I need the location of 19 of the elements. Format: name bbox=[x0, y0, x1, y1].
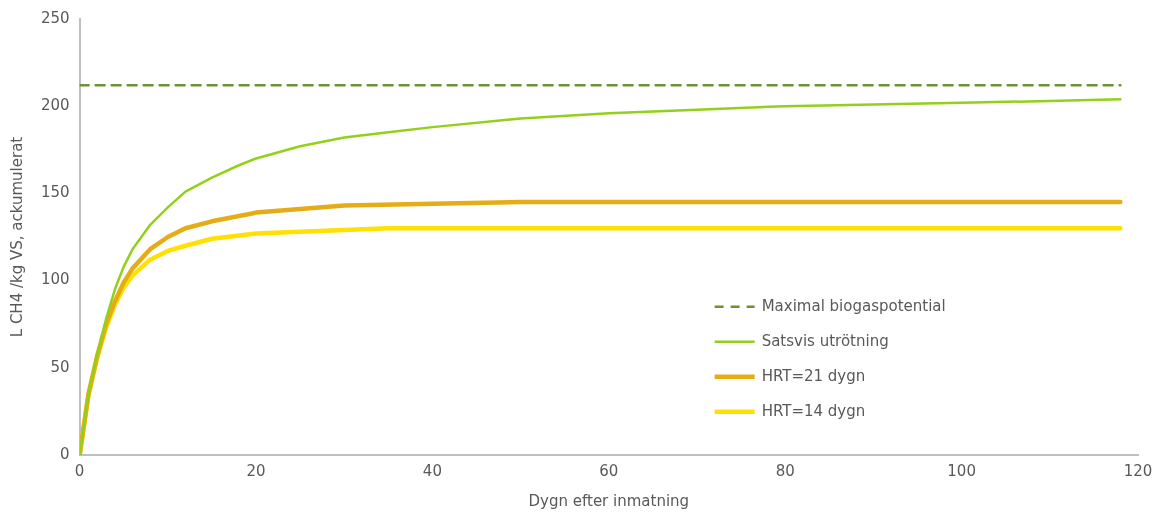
x-tick-label: 20 bbox=[246, 461, 266, 480]
y-tick-label: 200 bbox=[40, 96, 70, 115]
legend-label: Satsvis utrötning bbox=[761, 331, 889, 350]
x-tick-label: 0 bbox=[74, 461, 85, 480]
x-tick-label: 120 bbox=[1123, 461, 1153, 480]
x-tick-label: 40 bbox=[422, 461, 442, 480]
y-tick-label: 50 bbox=[50, 357, 70, 376]
x-tick-label: 100 bbox=[947, 461, 976, 480]
x-tick-label: 80 bbox=[775, 461, 795, 480]
legend-label: HRT=14 dygn bbox=[761, 401, 866, 420]
y-tick-label: 150 bbox=[40, 183, 70, 202]
y-axis-title: L CH4 /kg VS, ackumulerat bbox=[7, 136, 26, 338]
legend-label: Maximal biogaspotential bbox=[761, 296, 946, 315]
x-tick-label: 60 bbox=[599, 461, 619, 480]
x-axis-title: Dygn efter inmatning bbox=[528, 491, 690, 510]
y-tick-label: 0 bbox=[60, 444, 70, 463]
legend-label: HRT=21 dygn bbox=[761, 366, 866, 385]
y-tick-label: 250 bbox=[40, 8, 70, 27]
y-tick-label: 100 bbox=[40, 270, 70, 289]
